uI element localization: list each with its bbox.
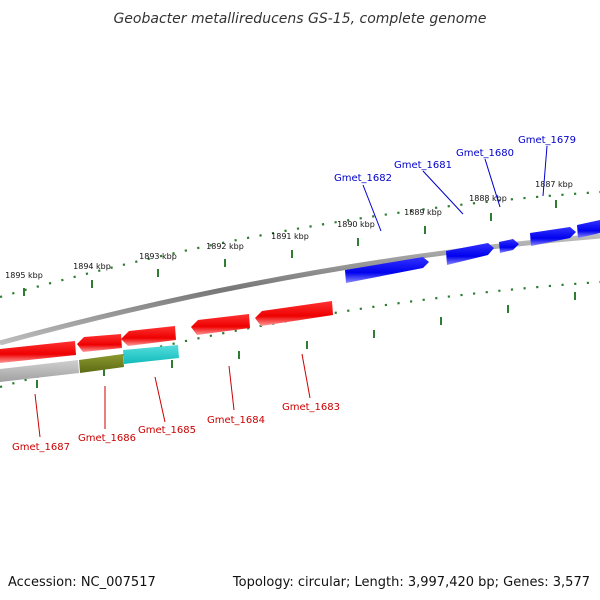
upper-major-ticks [23,200,557,296]
scale-label-1888: 1888 kbp [469,194,507,203]
label-gmet-1681: Gmet_1681 [394,160,452,171]
scale-label-1892: 1892 kbp [206,242,244,251]
gene-gmet-1681[interactable] [446,243,494,265]
reverse-label-leaders [34,353,311,438]
label-gmet-1683: Gmet_1683 [282,402,340,413]
label-gmet-1687: Gmet_1687 [12,442,70,453]
scale-label-1891: 1891 kbp [271,232,309,241]
topology-summary: Topology: circular; Length: 3,997,420 bp… [232,575,590,590]
comparison-track [0,345,179,382]
gene-gmet-1683[interactable] [255,301,333,326]
gene-gmet-1685[interactable] [121,326,176,346]
gene-gmet-1682[interactable] [345,257,429,283]
gene-gmet-1687[interactable] [0,341,76,363]
genome-backbone [0,233,600,346]
gene-gmet-1680[interactable] [499,239,519,253]
gene-gmet-1686[interactable] [77,334,122,352]
scale-label-1893: 1893 kbp [139,252,177,261]
map-title: Geobacter metallireducens GS-15, complet… [113,11,486,27]
label-gmet-1685: Gmet_1685 [138,425,196,436]
reverse-genes [0,301,333,363]
gene-gmet-1684[interactable] [191,314,250,335]
gene-gmet-1679[interactable] [530,227,576,246]
scale-label-1887: 1887 kbp [535,180,573,189]
label-gmet-1682: Gmet_1682 [334,173,392,184]
accession-text: Accession: NC_007517 [8,575,156,590]
label-gmet-1684: Gmet_1684 [207,415,265,426]
label-gmet-1679: Gmet_1679 [518,135,576,146]
forward-label-leaders [362,145,548,232]
forward-genes [345,220,600,283]
scale-label-1895: 1895 kbp [5,271,43,280]
label-gmet-1680: Gmet_1680 [456,148,514,159]
scale-label-1890: 1890 kbp [337,220,375,229]
gene-right-edge[interactable] [577,220,600,238]
scale-label-1889: 1889 kbp [404,208,442,217]
label-gmet-1686: Gmet_1686 [78,433,136,444]
scale-label-1894: 1894 kbp [73,262,111,271]
